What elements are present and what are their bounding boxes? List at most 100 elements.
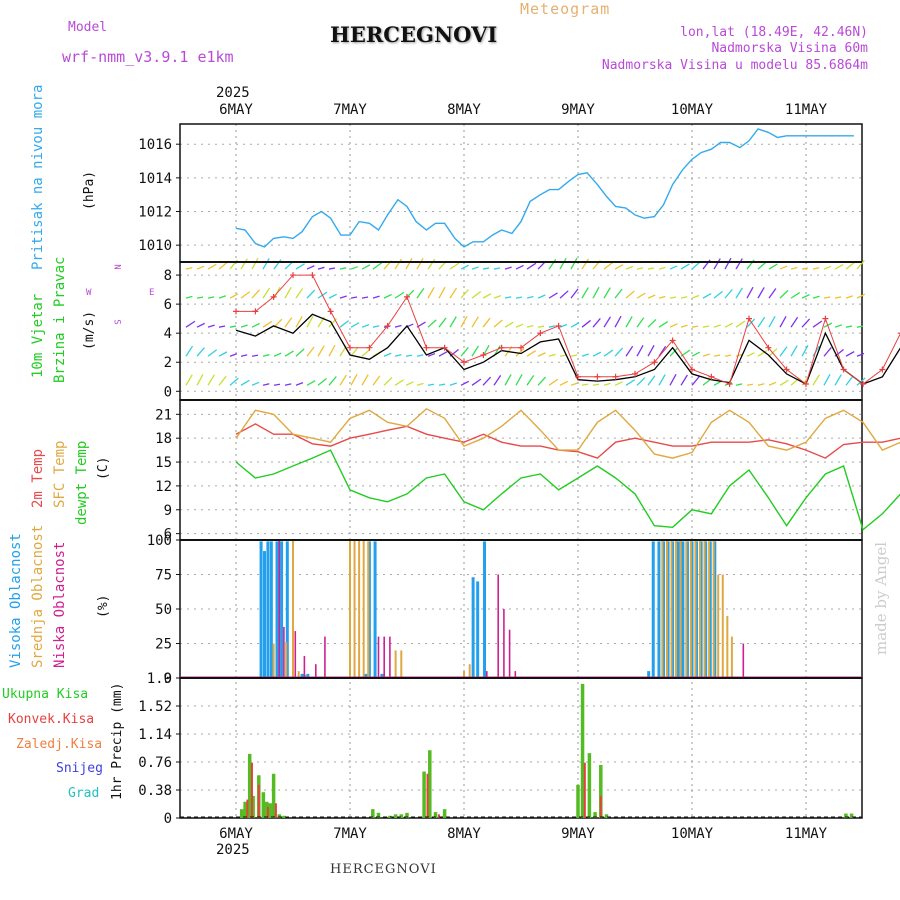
day-label-top: 6MAY: [219, 102, 253, 118]
wind-arrow: [790, 266, 798, 270]
wind-arrow: [394, 354, 402, 357]
mid-cloud-bar: [400, 650, 403, 678]
day-label-top: 11MAY: [785, 102, 828, 118]
low-cloud-bar: [324, 636, 326, 678]
high-cloud-bar: [699, 541, 703, 678]
wind-arrow: [185, 320, 196, 328]
mid-cloud-bar: [285, 642, 288, 678]
mid-cloud-bar: [679, 540, 682, 678]
wind-arrow: [438, 317, 447, 328]
wind-arrow: [559, 257, 567, 270]
wind-arrow: [317, 345, 325, 357]
wind-arrow: [735, 383, 743, 386]
mid-cloud-bar: [708, 541, 711, 678]
wind-arrow: [658, 374, 666, 386]
wind-arrow: [405, 257, 413, 270]
wind-arrow: [746, 318, 756, 328]
gust-marker: [726, 381, 733, 388]
wind-arrow: [383, 377, 393, 386]
wind-arrow: [779, 265, 788, 270]
wind-arrow: [416, 288, 425, 299]
wind-arrow: [207, 324, 215, 328]
wind-arrow: [427, 258, 436, 270]
gust-marker: [404, 293, 410, 300]
wind-arrow: [361, 324, 370, 328]
high-cloud-bar: [690, 541, 694, 678]
mid-cloud-bar: [721, 574, 724, 678]
wind-arrow: [185, 374, 193, 386]
wind-arrow: [834, 296, 842, 299]
wind-arrow: [812, 267, 820, 270]
wind-arrow: [669, 347, 679, 357]
wind-arrow: [548, 353, 556, 357]
gust-marker: [518, 344, 524, 351]
wind-arrow: [185, 345, 194, 357]
wind-arrow: [581, 383, 589, 386]
high-cloud-bar: [300, 673, 304, 678]
mid-cloud-bar: [726, 615, 729, 678]
wind-arrow: [328, 376, 337, 386]
wind-arrow: [724, 322, 734, 328]
wind-arrow: [218, 295, 227, 299]
gust-marker: [594, 373, 601, 380]
gust-marker: [746, 315, 752, 322]
y-tick-label: 0: [164, 384, 172, 400]
high-cloud-bar: [647, 671, 651, 678]
low-cloud-bar: [315, 664, 317, 678]
high-cloud-bar: [471, 577, 475, 678]
wind-arrow: [592, 286, 600, 299]
gust-marker: [423, 344, 430, 351]
wind-arrow: [416, 354, 424, 357]
wind-arrow: [559, 323, 568, 328]
wind-arrow: [647, 294, 656, 299]
wind-arrow: [240, 324, 248, 328]
wind-arrow: [669, 323, 678, 328]
wind-arrow: [757, 316, 766, 328]
y-tick-label: 4: [164, 326, 172, 342]
wind-arrow: [691, 351, 701, 357]
gust-marker: [840, 366, 847, 373]
wind-arrow: [548, 292, 558, 299]
wind-arrow: [768, 315, 776, 328]
y-tick-label: 100: [147, 533, 172, 549]
wind-arrow: [581, 287, 589, 299]
high-cloud-bar: [657, 541, 661, 678]
day-label-bottom: 6MAY: [219, 826, 253, 842]
wind-arrow: [570, 354, 578, 357]
wind-arrow: [515, 348, 525, 357]
low-cloud-bar: [389, 636, 391, 678]
gust-marker: [480, 351, 487, 358]
wind-arrow: [856, 377, 866, 386]
wind-arrow: [548, 259, 557, 270]
wind-arrow: [636, 345, 644, 357]
total-rain-bar: [393, 814, 398, 818]
y-tick-label: 0.76: [138, 755, 172, 771]
wind-arrow: [658, 345, 667, 357]
wind-arrow: [603, 349, 614, 357]
wind-arrow: [251, 289, 261, 299]
wind-arrow: [493, 267, 501, 270]
wind-arrow: [647, 318, 657, 328]
wind-arrow: [680, 263, 690, 270]
wind-arrow: [801, 294, 810, 299]
wind-arrow: [394, 291, 405, 299]
convective-rain-bar: [426, 773, 429, 818]
day-label-top: 9MAY: [561, 102, 595, 118]
convective-rain-bar: [246, 799, 249, 818]
gust-marker: [822, 315, 829, 322]
model-name: wrf-nmm_v3.9.1 e1km: [62, 48, 234, 66]
day-label-bottom: 9MAY: [561, 826, 595, 842]
wind-arrow: [350, 296, 358, 299]
gust-marker: [803, 381, 809, 388]
total-rain-bar: [844, 813, 848, 818]
mid-cloud-bar: [367, 541, 370, 678]
wind-arrow: [438, 286, 446, 299]
wind-arrow: [504, 321, 514, 328]
day-label-bottom: 10MAY: [671, 826, 714, 842]
wind-arrow: [449, 316, 457, 328]
wind-arrow: [185, 266, 193, 270]
wind-arrow: [790, 316, 799, 328]
wind-arrow: [361, 264, 371, 270]
wind-arrow: [317, 378, 327, 386]
